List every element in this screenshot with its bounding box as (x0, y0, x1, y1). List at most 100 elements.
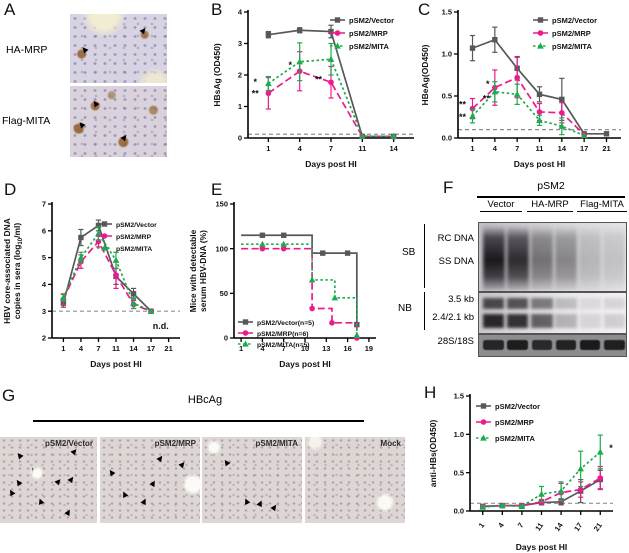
svg-text:21: 21 (164, 344, 172, 353)
ha-mrp-label: HA-MRP (6, 44, 48, 56)
svg-text:0: 0 (224, 334, 228, 343)
svg-text:10: 10 (301, 344, 309, 353)
svg-text:1: 1 (266, 144, 270, 153)
micrograph-hbcag-mita: pSM2/MITA ▲ ▲ ▲ ▲ (202, 437, 302, 523)
arrowhead-marker: ▲ (267, 499, 282, 515)
svg-text:1: 1 (477, 521, 487, 530)
blot-lane (555, 335, 577, 355)
sb-label: SB (402, 247, 416, 258)
svg-text:14: 14 (558, 144, 567, 153)
svg-text:**: ** (459, 99, 467, 109)
svg-text:HBeAg(OD450): HBeAg(OD450) (420, 44, 430, 105)
svg-text:0.0: 0.0 (454, 507, 464, 516)
sb-bracket (424, 224, 425, 288)
micrograph-flag-mita: ▲ ▲ ▲ (70, 86, 167, 157)
svg-text:1.0: 1.0 (454, 430, 464, 439)
svg-text:1: 1 (239, 344, 243, 353)
blot-lane (579, 224, 602, 290)
svg-text:4: 4 (493, 144, 498, 153)
panel-letter-f: F (443, 178, 454, 197)
svg-text:pSM2/MRP(n=6): pSM2/MRP(n=6) (257, 331, 309, 338)
arrowhead-marker: ▲ (51, 473, 66, 489)
lane-header-vector: Vector (480, 199, 522, 212)
flag-mita-label: Flag-MITA (2, 115, 51, 127)
blot-lane (579, 294, 601, 332)
svg-text:11: 11 (112, 344, 120, 353)
svg-text:**: ** (483, 94, 491, 104)
micrograph-caption: pSM2/MITA (255, 439, 298, 448)
micrograph-caption: Mock (380, 439, 401, 448)
svg-text:2: 2 (42, 334, 46, 343)
arrowhead-marker: ▲ (73, 117, 89, 133)
svg-text:n.d.: n.d. (153, 321, 169, 331)
svg-text:pSM2/MRP: pSM2/MRP (495, 418, 534, 427)
svg-text:pSM2/MRP: pSM2/MRP (116, 234, 152, 241)
panel-letter-d: D (4, 180, 17, 199)
panel-letter-a: A (4, 0, 16, 19)
loading-control-image (478, 334, 627, 357)
arrowhead-marker: ▲ (26, 463, 41, 479)
panel-letter-h: H (424, 383, 437, 402)
blot-lane (603, 224, 626, 290)
svg-text:*: * (609, 443, 613, 453)
svg-text:Days post HI: Days post HI (90, 359, 142, 369)
blot-lane (530, 224, 553, 290)
svg-text:4: 4 (42, 280, 47, 289)
hbcag-title: HBcAg (187, 394, 223, 406)
svg-text:4: 4 (79, 344, 84, 353)
blot-lane (579, 335, 601, 355)
band-3-5kb-label: 3.5 kb (448, 294, 474, 305)
panel-letter-e: E (211, 180, 223, 199)
svg-text:6: 6 (42, 226, 46, 235)
svg-text:0.5: 0.5 (442, 92, 452, 101)
svg-text:11: 11 (536, 144, 544, 153)
svg-text:pSM2/MRP: pSM2/MRP (552, 29, 591, 38)
arrowhead-marker: ▲ (117, 130, 132, 145)
svg-text:*: * (486, 79, 490, 89)
panel-letter-c: C (418, 0, 431, 19)
svg-text:4: 4 (260, 344, 265, 353)
micrograph-mock: Mock (305, 437, 405, 523)
svg-text:7: 7 (516, 521, 526, 530)
blot-lane (531, 335, 553, 355)
arrowhead-marker: ▲ (219, 455, 234, 470)
panel-letter-b: B (211, 0, 223, 19)
svg-text:pSM2/MITA(n=5): pSM2/MITA(n=5) (257, 342, 310, 349)
svg-text:pSM2/Vector(n=5): pSM2/Vector(n=5) (257, 320, 314, 327)
arrowhead-marker: ▲ (146, 476, 161, 492)
nb-bracket (424, 292, 425, 330)
svg-text:100: 100 (215, 244, 228, 253)
loading-control-label: 28S/18S (437, 336, 474, 347)
svg-text:pSM2/Vector: pSM2/Vector (116, 222, 157, 229)
svg-text:7: 7 (329, 144, 333, 153)
arrowhead-marker: ▲ (239, 493, 254, 509)
svg-text:pSM2/Vector: pSM2/Vector (495, 402, 540, 411)
svg-text:serum HBV-DNA (%): serum HBV-DNA (%) (198, 230, 208, 312)
arrowhead-marker: ▲ (135, 22, 151, 38)
svg-text:50: 50 (220, 289, 228, 298)
micrograph-ha-mrp: ▲ ▲ (70, 14, 167, 83)
svg-text:pSM2/MITA: pSM2/MITA (116, 246, 152, 253)
svg-text:pSM2/MITA: pSM2/MITA (495, 434, 535, 443)
svg-text:anti-HBs(OD450): anti-HBs(OD450) (428, 420, 438, 488)
nb-label: NB (398, 303, 412, 314)
svg-text:4: 4 (298, 144, 303, 153)
svg-text:0.5: 0.5 (454, 468, 464, 477)
svg-text:Mice with detectable: Mice with detectable (188, 229, 198, 312)
rc-dna-label: RC DNA (437, 233, 474, 244)
svg-text:1: 1 (238, 102, 242, 111)
panel-letter-g: G (2, 386, 16, 405)
svg-text:14: 14 (129, 344, 138, 353)
svg-text:21: 21 (602, 144, 610, 153)
micrograph-caption: pSM2/Vector (44, 439, 93, 448)
ss-dna-label: SS DNA (438, 256, 474, 267)
svg-text:1: 1 (470, 144, 474, 153)
svg-text:1.0: 1.0 (442, 50, 452, 59)
svg-text:**: ** (459, 112, 467, 122)
blot-lane (507, 335, 529, 355)
